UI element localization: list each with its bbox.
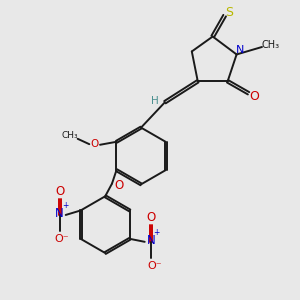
Text: +: + — [154, 228, 160, 237]
Text: O: O — [250, 90, 260, 103]
Text: O: O — [114, 179, 123, 193]
Text: N: N — [147, 234, 156, 247]
Text: N: N — [56, 207, 64, 220]
Text: S: S — [225, 6, 233, 19]
Text: O⁻: O⁻ — [147, 261, 162, 271]
Text: CH₃: CH₃ — [62, 131, 79, 140]
Text: +: + — [62, 201, 68, 210]
Text: H: H — [151, 96, 158, 106]
Text: N: N — [236, 45, 244, 55]
Text: O: O — [147, 212, 156, 224]
Text: O: O — [91, 139, 99, 149]
Text: O: O — [55, 184, 64, 198]
Text: CH₃: CH₃ — [262, 40, 280, 50]
Text: O⁻: O⁻ — [54, 234, 68, 244]
